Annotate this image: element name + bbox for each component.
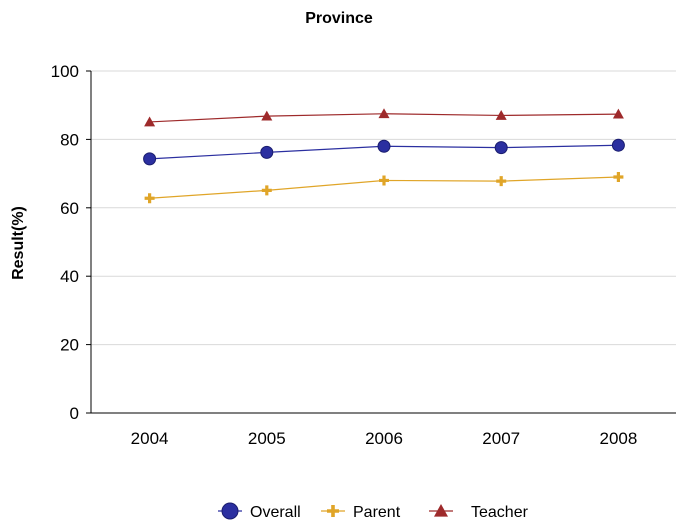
series-group xyxy=(143,108,625,204)
legend-item-parent: Parent xyxy=(321,504,401,521)
y-tick-labels: 0 20 40 60 80 100 xyxy=(51,62,79,423)
series-teacher xyxy=(144,108,624,127)
y-tick-label: 40 xyxy=(60,267,79,286)
gridlines xyxy=(91,70,676,346)
x-tick-labels: 2004 2005 2006 2007 2008 xyxy=(131,429,638,448)
parent-point xyxy=(496,176,507,187)
parent-point xyxy=(144,193,155,204)
teacher-point xyxy=(495,109,507,120)
series-parent xyxy=(144,172,624,204)
series-overall xyxy=(143,138,625,166)
y-tick-label: 60 xyxy=(60,199,79,218)
parent-point xyxy=(379,175,389,186)
x-tick-label: 2007 xyxy=(482,429,520,448)
legend-marker xyxy=(434,504,448,517)
x-tick-label: 2005 xyxy=(248,429,286,448)
x-tick-label: 2008 xyxy=(599,429,637,448)
y-tick-label: 20 xyxy=(60,336,79,355)
legend-label: Overall xyxy=(250,504,301,521)
teacher-point xyxy=(261,110,273,121)
overall-point xyxy=(611,138,625,152)
legend-item-overall: Overall xyxy=(218,502,301,521)
y-axis-label: Result(%) xyxy=(10,206,27,280)
y-tick-label: 80 xyxy=(60,130,79,149)
legend-marker xyxy=(221,502,239,520)
x-tick-label: 2004 xyxy=(131,429,169,448)
teacher-point xyxy=(612,108,624,119)
teacher-point xyxy=(144,116,156,127)
y-tick-label: 0 xyxy=(70,404,79,423)
parent-point xyxy=(261,185,272,196)
overall-point xyxy=(494,141,508,155)
legend-label: Parent xyxy=(353,504,401,521)
chart-title: Province xyxy=(305,10,373,27)
legend-marker xyxy=(327,505,339,517)
x-tick-label: 2006 xyxy=(365,429,403,448)
legend: Overall Parent Teacher xyxy=(218,502,529,521)
legend-label: Teacher xyxy=(471,504,529,521)
parent-point xyxy=(613,172,624,183)
overall-point xyxy=(260,145,274,159)
axes xyxy=(86,70,676,414)
overall-point xyxy=(143,152,157,166)
teacher-point xyxy=(378,108,390,119)
y-tick-label: 100 xyxy=(51,62,79,81)
overall-point xyxy=(377,139,391,153)
legend-item-teacher: Teacher xyxy=(429,504,529,521)
